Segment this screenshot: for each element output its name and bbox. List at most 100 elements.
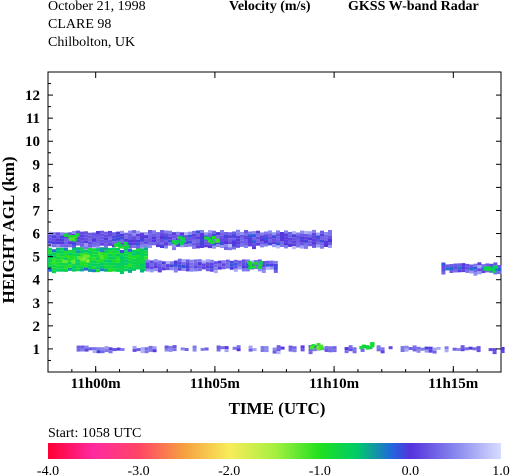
echo-cell [176, 231, 180, 235]
echo-cell [60, 256, 64, 260]
echo-cell [92, 251, 96, 255]
echo-cell [260, 238, 264, 242]
echo-cell [164, 242, 168, 246]
echo-cell [236, 345, 241, 349]
echo-cell [173, 263, 178, 267]
echo-cell [192, 348, 197, 352]
echo-cell [276, 236, 280, 240]
echo-cell [248, 237, 252, 241]
echo-cell [104, 237, 108, 241]
echo-cell [444, 349, 449, 353]
colorbar-tick-label: -2.0 [218, 464, 240, 476]
echo-cell [56, 238, 60, 242]
echo-cell [276, 351, 281, 355]
echo-cell [213, 270, 218, 274]
echo-cell [136, 263, 140, 267]
y-tick-label: 1 [33, 342, 41, 358]
echo-cell [308, 348, 313, 352]
echo-cell [296, 235, 300, 239]
echo-cell [296, 241, 300, 245]
echo-cell [469, 267, 474, 271]
echo-cell [300, 230, 304, 234]
echo-cell [108, 350, 113, 354]
echo-cell [441, 262, 446, 266]
echo-cell [48, 268, 52, 272]
echo-cell [324, 346, 329, 349]
echo-cell [312, 244, 316, 248]
echo-cell [68, 261, 72, 265]
colorbar-gradient [48, 443, 501, 459]
echo-cell [132, 264, 136, 268]
echo-cell [460, 348, 465, 352]
echo-cell [96, 240, 100, 243]
echo-cell [232, 231, 236, 235]
echo-cell [449, 264, 454, 267]
echo-cell [348, 348, 353, 352]
echo-cell [209, 268, 214, 272]
echo-cell [177, 264, 182, 268]
echo-cell [348, 345, 353, 349]
echo-cell [232, 237, 236, 241]
echo-highlight [210, 239, 214, 243]
echo-cell [104, 268, 108, 272]
echo-cell [457, 269, 462, 273]
echo-cell [316, 238, 320, 242]
echo-cell [68, 244, 72, 248]
echo-cell [432, 350, 437, 354]
echo-cell [84, 240, 88, 244]
x-axis-label: TIME (UTC) [229, 399, 326, 418]
echo-cell [180, 347, 185, 351]
echo-cell [136, 239, 140, 243]
echo-cell [192, 245, 196, 249]
echo-cell [84, 345, 89, 349]
echo-highlight [249, 265, 254, 269]
echo-highlight [64, 233, 69, 237]
echo-cell [132, 245, 136, 249]
echo-cell [128, 239, 132, 243]
echo-cell [208, 233, 212, 237]
echo-cell [332, 349, 337, 353]
echo-cell [213, 264, 218, 268]
echo-cell [312, 348, 317, 352]
echo-cell [76, 250, 80, 254]
echo-cell [140, 241, 144, 245]
echo-cell [64, 247, 68, 251]
echo-highlight [359, 346, 364, 350]
echo-cell [128, 233, 132, 237]
echo-cell [60, 265, 64, 269]
echo-cell [72, 230, 76, 234]
echo-cell [236, 241, 240, 245]
echo-cell [328, 230, 332, 233]
echo-cell [124, 253, 128, 257]
echo-cell [256, 239, 260, 243]
echo-cell [276, 230, 280, 234]
echo-cell [316, 241, 320, 245]
echo-cell [136, 236, 140, 240]
echo-cell [188, 234, 192, 238]
echo-cell [48, 240, 52, 244]
echo-cell [88, 268, 92, 272]
echo-cell [56, 250, 60, 254]
echo-cell [465, 269, 470, 273]
echo-cell [148, 245, 152, 248]
echo-cell [148, 242, 152, 245]
echo-cell [481, 270, 486, 274]
echo-cell [280, 238, 284, 241]
echo-cell [225, 259, 230, 263]
echo-cell [328, 346, 333, 350]
echo-cell [273, 260, 278, 264]
echo-cell [92, 269, 96, 273]
echo-cell [56, 235, 60, 239]
echo-cell [140, 254, 144, 258]
echo-cell [216, 232, 220, 236]
echo-cell [300, 233, 304, 237]
echo-cell [461, 263, 466, 267]
echo-cell [216, 348, 221, 352]
echo-cell [92, 347, 97, 351]
echo-cell [92, 266, 96, 270]
echo-cell [228, 232, 232, 236]
echo-cell [84, 261, 88, 265]
echo-cell [272, 241, 276, 245]
echo-cell [189, 262, 194, 266]
echo-highlight [71, 258, 76, 262]
